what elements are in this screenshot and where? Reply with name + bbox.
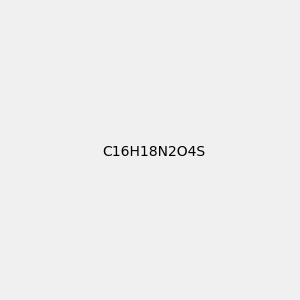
Text: C16H18N2O4S: C16H18N2O4S — [102, 145, 205, 158]
